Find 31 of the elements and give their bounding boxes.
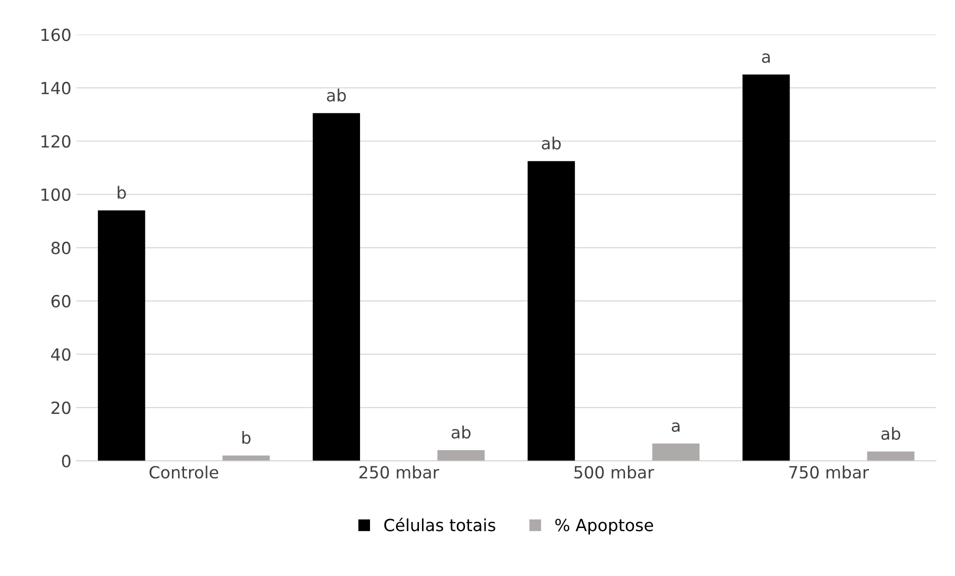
x-tick-label: 750 mbar [789, 466, 869, 479]
data-label: ab [542, 136, 561, 150]
bar [437, 450, 485, 461]
y-tick-label: 100 [42, 188, 70, 201]
legend-label: % Apoptose [555, 518, 654, 535]
bar [867, 451, 914, 461]
data-label: ab [327, 88, 346, 102]
bar [742, 74, 790, 461]
x-tick-label: 500 mbar [574, 466, 654, 479]
data-label: ab [452, 426, 471, 439]
data-label: a [672, 422, 680, 432]
bar [528, 161, 575, 461]
y-tick-label: 40 [51, 348, 70, 361]
y-tick-label: 120 [42, 135, 70, 148]
y-tick-label: 20 [52, 401, 70, 414]
x-tick-label: Controle [150, 466, 218, 479]
bar [222, 455, 270, 461]
bar [312, 113, 360, 461]
y-tick-label: 60 [51, 294, 70, 308]
data-label: b [242, 431, 251, 444]
x-tick-label: 250 mbar [359, 466, 440, 479]
y-tick-label: 80 [51, 242, 70, 254]
data-label: ab [881, 427, 900, 440]
bar [652, 443, 700, 461]
data-label: b [118, 186, 126, 199]
y-tick-label: 0 [62, 454, 70, 468]
bar [98, 210, 146, 461]
y-tick-label: 160 [42, 28, 70, 42]
data-label: a [762, 53, 770, 63]
legend-label: Células totais [384, 518, 496, 532]
y-tick-label: 140 [42, 82, 70, 94]
